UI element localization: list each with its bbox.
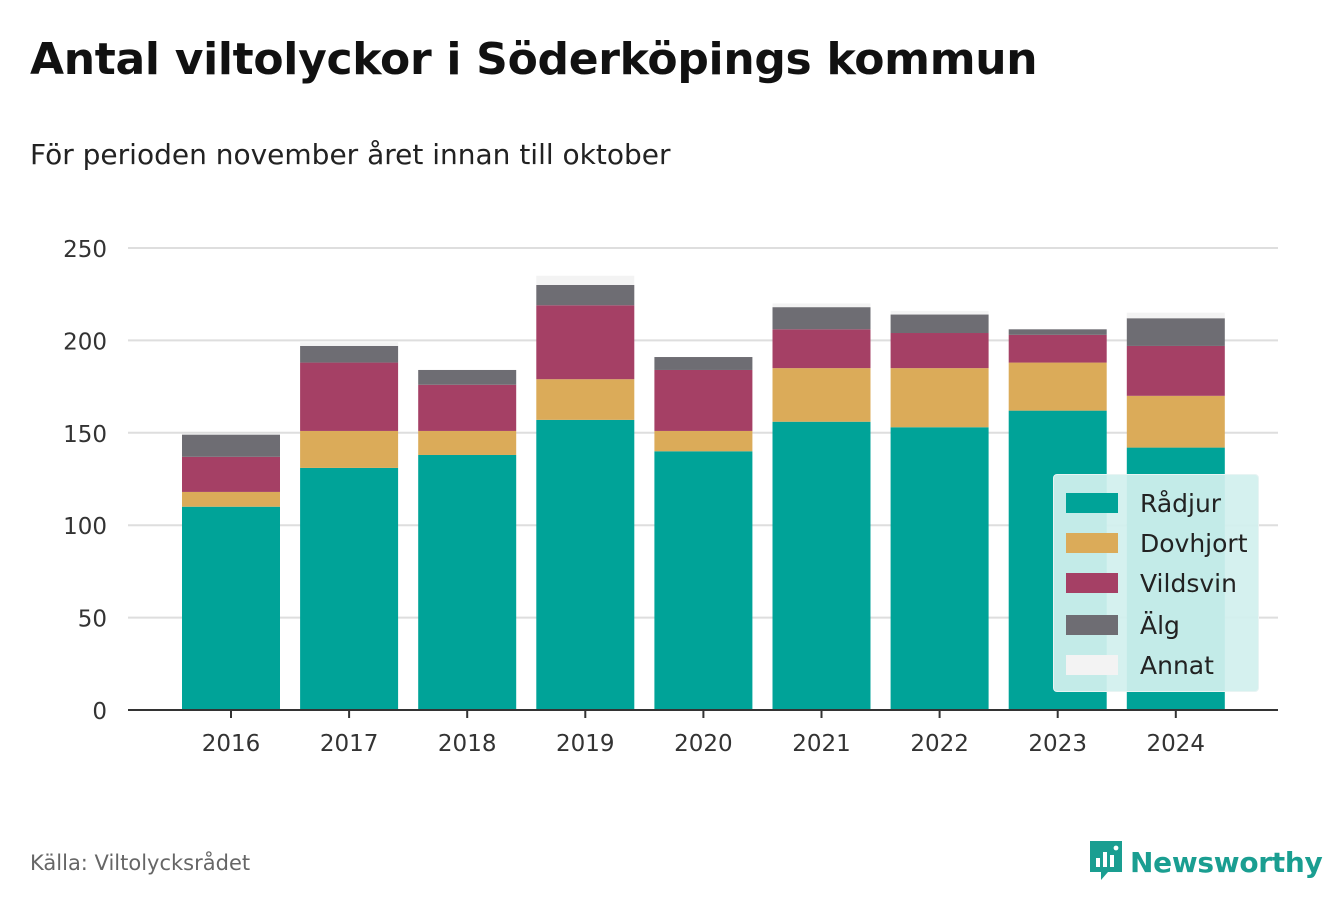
bar-segment-vildsvin — [536, 305, 635, 380]
brand-logo: Newsworthy — [1088, 838, 1323, 886]
bar-segment-annat — [772, 303, 871, 308]
x-tick-label: 2024 — [1147, 731, 1206, 757]
bar-segment-vildsvin — [1126, 345, 1225, 396]
bar-segment-älg — [654, 357, 753, 370]
legend-item: Dovhjort — [1066, 528, 1248, 558]
bar-segment-älg — [890, 314, 989, 334]
x-tick-label: 2017 — [320, 731, 379, 757]
chart-title: Antal viltolyckor i Söderköpings kommun — [30, 34, 1038, 85]
y-tick-label: 200 — [63, 329, 107, 355]
legend-label-dovhjort: Dovhjort — [1140, 528, 1248, 558]
y-tick-label: 0 — [92, 699, 107, 725]
bar-segment-dovhjort — [1008, 362, 1107, 411]
x-tick-label: 2021 — [792, 731, 851, 757]
source-note: Källa: Viltolycksrådet — [30, 851, 251, 875]
bar-segment-vildsvin — [772, 329, 871, 369]
bar-segment-älg — [418, 369, 517, 385]
bar-segment-älg — [1008, 329, 1107, 335]
bar-segment-dovhjort — [772, 368, 871, 422]
bar-segment-annat — [300, 342, 399, 346]
bar-segment-dovhjort — [182, 491, 280, 507]
bar-segment-vildsvin — [418, 384, 517, 431]
legend-label-vildsvin: Vildsvin — [1140, 568, 1237, 598]
bar-segment-vildsvin — [300, 362, 399, 431]
legend-label-alg: Älg — [1140, 610, 1180, 640]
bar-segment-annat — [890, 310, 989, 315]
bar-segment-vildsvin — [654, 369, 753, 431]
bar-segment-annat — [536, 275, 635, 285]
legend-item: Annat — [1066, 650, 1214, 680]
x-tick-label: 2020 — [674, 731, 733, 757]
x-tick-label: 2018 — [438, 731, 497, 757]
bar-segment-älg — [536, 284, 635, 306]
brand-name: Newsworthy — [1130, 845, 1323, 879]
bar-segment-vildsvin — [890, 333, 989, 369]
x-tick-label: 2016 — [202, 731, 261, 757]
legend-item: Älg — [1066, 610, 1180, 640]
bar-segment-älg — [772, 307, 871, 330]
bar-segment-dovhjort — [536, 379, 635, 420]
bar-segment-älg — [300, 345, 399, 363]
bar-segment-dovhjort — [418, 430, 517, 455]
legend-item: Vildsvin — [1066, 568, 1237, 598]
bar-segment-rådjur — [418, 454, 517, 710]
x-tick-label: 2019 — [556, 731, 615, 757]
legend-swatch-annat — [1066, 655, 1118, 675]
bar-segment-älg — [1126, 318, 1225, 346]
legend-swatch-vildsvin — [1066, 573, 1118, 593]
bar-segment-vildsvin — [182, 456, 280, 492]
bar-segment-dovhjort — [654, 430, 753, 452]
x-tick-label: 2022 — [910, 731, 969, 757]
bar-segment-rådjur — [654, 451, 753, 710]
bar-segment-dovhjort — [1126, 395, 1225, 448]
bar-segment-annat — [1126, 312, 1225, 319]
legend-swatch-dovhjort — [1066, 533, 1118, 553]
bar-segment-rådjur — [536, 419, 635, 710]
bar-segment-dovhjort — [300, 430, 399, 468]
legend-swatch-alg — [1066, 615, 1118, 635]
bar-segment-vildsvin — [1008, 334, 1107, 363]
legend-item: Rådjur — [1066, 488, 1221, 518]
bar-segment-rådjur — [890, 427, 989, 710]
y-tick-label: 50 — [78, 607, 107, 633]
x-tick-label: 2023 — [1028, 731, 1087, 757]
y-tick-label: 250 — [63, 237, 107, 263]
legend: Rådjur Dovhjort Vildsvin Älg Annat — [1053, 474, 1259, 692]
bar-segment-rådjur — [772, 421, 871, 710]
y-tick-label: 100 — [63, 514, 107, 540]
bar-segment-älg — [182, 434, 280, 457]
bar-chart-speech-bubble-icon — [1088, 838, 1124, 886]
legend-label-annat: Annat — [1140, 650, 1214, 680]
bar-segment-rådjur — [300, 467, 399, 710]
bar-segment-rådjur — [182, 506, 280, 710]
legend-label-radjur: Rådjur — [1140, 488, 1222, 518]
bar-segment-dovhjort — [890, 368, 989, 428]
legend-swatch-radjur — [1066, 493, 1118, 513]
chart-subtitle: För perioden november året innan till ok… — [30, 138, 671, 171]
y-tick-label: 150 — [63, 422, 107, 448]
